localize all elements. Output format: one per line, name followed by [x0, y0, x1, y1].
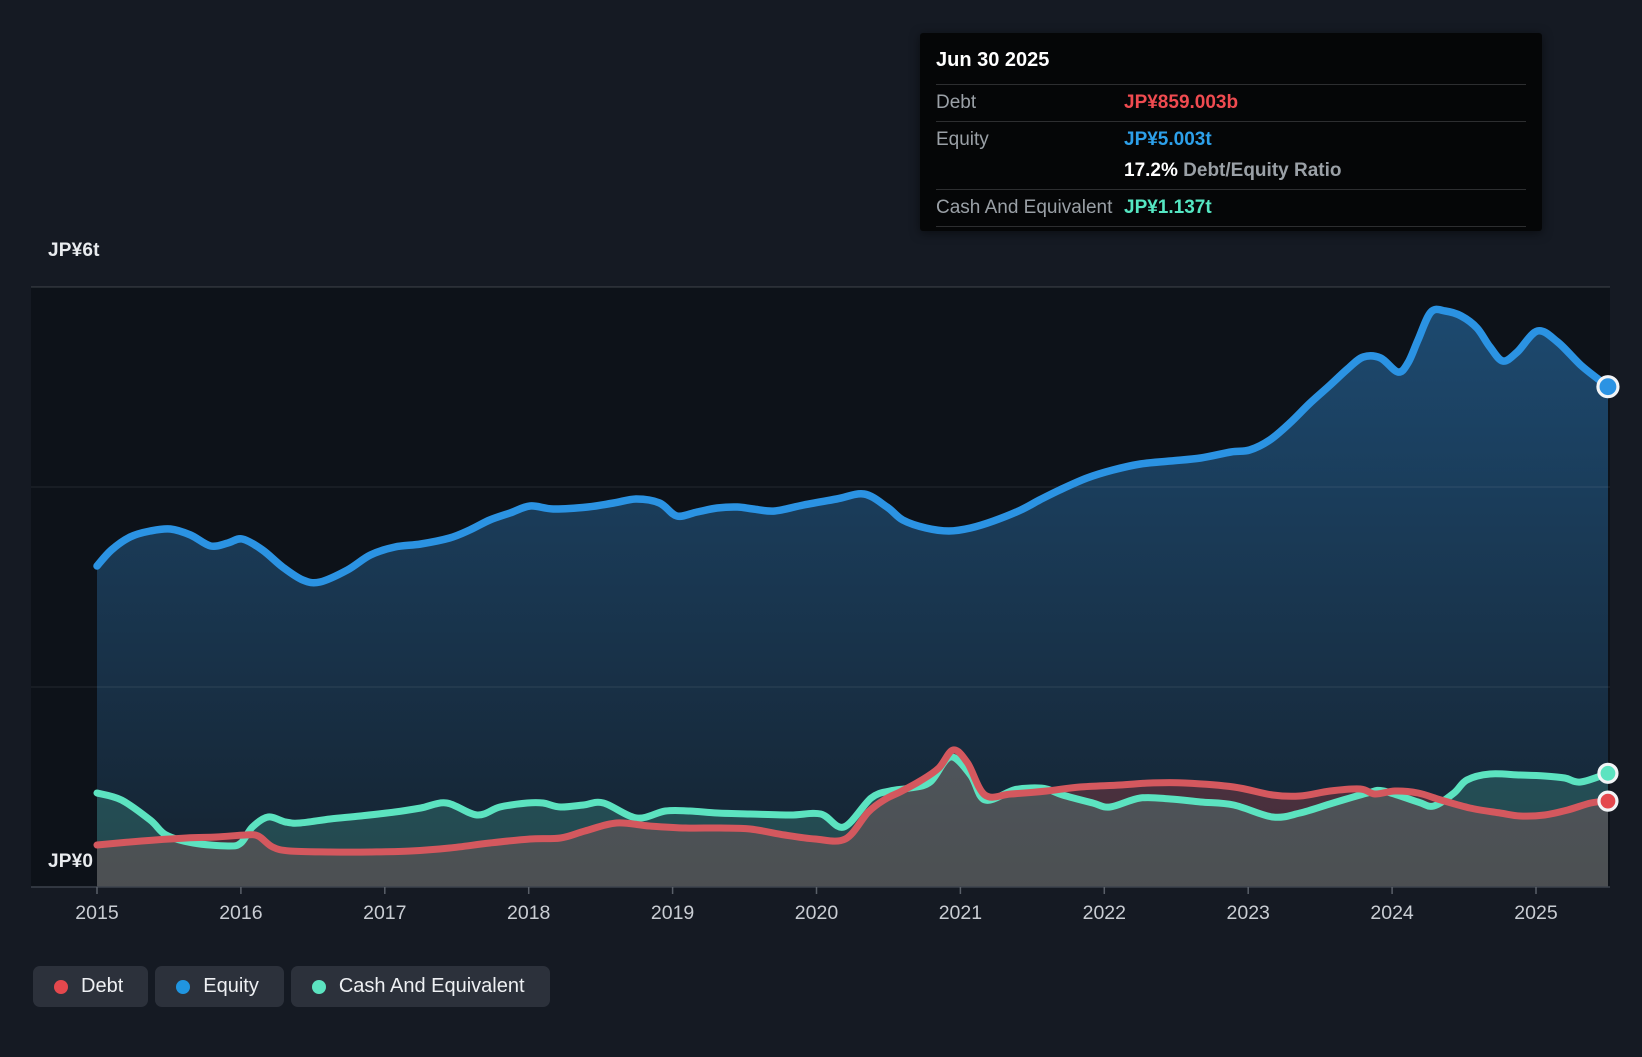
tooltip-cash-label: Cash And Equivalent — [936, 197, 1113, 218]
tooltip-cash-value: JP¥1.137t — [1124, 197, 1212, 218]
tooltip-date: Jun 30 2025 — [936, 49, 1050, 71]
tooltip-ratio-value: 17.2% — [1124, 160, 1178, 181]
x-axis-label-2015: 2015 — [75, 902, 119, 924]
y-axis-label-0: JP¥0 — [48, 851, 94, 872]
debt-legend-dot-icon — [54, 979, 68, 994]
tooltip-equity-label: Equity — [936, 129, 989, 150]
x-axis-label-2017: 2017 — [363, 902, 406, 924]
debt-area — [97, 749, 1608, 887]
x-axis-label-2022: 2022 — [1083, 902, 1126, 924]
legend-item-cash[interactable]: Cash And Equivalent — [290, 966, 550, 1007]
equity-legend-dot-icon — [176, 979, 191, 994]
legend-item-debt-label: Debt — [81, 975, 124, 997]
legend-item-equity-label: Equity — [203, 975, 259, 997]
x-axis-label-2019: 2019 — [651, 902, 694, 924]
x-axis-label-2025: 2025 — [1514, 902, 1558, 924]
tooltip-row-ratio: 17.2% Debt/Equity Ratio — [936, 158, 1526, 189]
equity-line — [93, 305, 1612, 587]
chart-legend: Debt Equity Cash And Equivalent — [33, 966, 550, 1007]
x-axis-label-2021: 2021 — [939, 902, 982, 924]
tooltip-ratio-label: Debt/Equity Ratio — [1183, 160, 1342, 181]
debt-line — [93, 746, 1612, 856]
tooltip-debt-value: JP¥859.003b — [1124, 92, 1239, 113]
debt-endpoint-dot — [1597, 790, 1619, 812]
legend-item-debt[interactable]: Debt — [33, 966, 149, 1007]
x-axis-label-2020: 2020 — [795, 902, 839, 924]
x-axis-label-2018: 2018 — [507, 902, 550, 924]
equity-endpoint-dot — [1596, 375, 1620, 399]
tooltip-debt-label: Debt — [936, 92, 977, 113]
x-axis-label-2023: 2023 — [1227, 902, 1270, 924]
tooltip-row-cash: Cash And Equivalent JP¥1.137t — [936, 189, 1526, 227]
x-axis-label-2024: 2024 — [1370, 902, 1414, 924]
chart-tooltip: Jun 30 2025 Debt JP¥859.003b Equity JP¥5… — [920, 33, 1542, 231]
cash-legend-dot-icon — [311, 979, 326, 994]
tooltip-row-debt: Debt JP¥859.003b — [936, 84, 1526, 121]
y-axis-label-6t: JP¥6t — [48, 240, 100, 261]
x-axis-label-2016: 2016 — [219, 902, 262, 924]
tooltip-equity-value: JP¥5.003t — [1124, 129, 1212, 150]
legend-item-equity[interactable]: Equity — [155, 966, 284, 1007]
cash-endpoint-dot — [1597, 762, 1619, 784]
legend-item-cash-label: Cash And Equivalent — [338, 975, 525, 997]
tooltip-row-equity: Equity JP¥5.003t — [936, 121, 1526, 158]
